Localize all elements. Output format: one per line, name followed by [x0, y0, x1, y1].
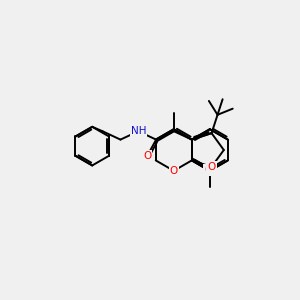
Text: O: O — [143, 151, 151, 161]
Text: NH: NH — [130, 126, 146, 136]
Text: O: O — [204, 165, 213, 175]
Text: O: O — [208, 162, 216, 172]
Text: O: O — [170, 166, 178, 176]
